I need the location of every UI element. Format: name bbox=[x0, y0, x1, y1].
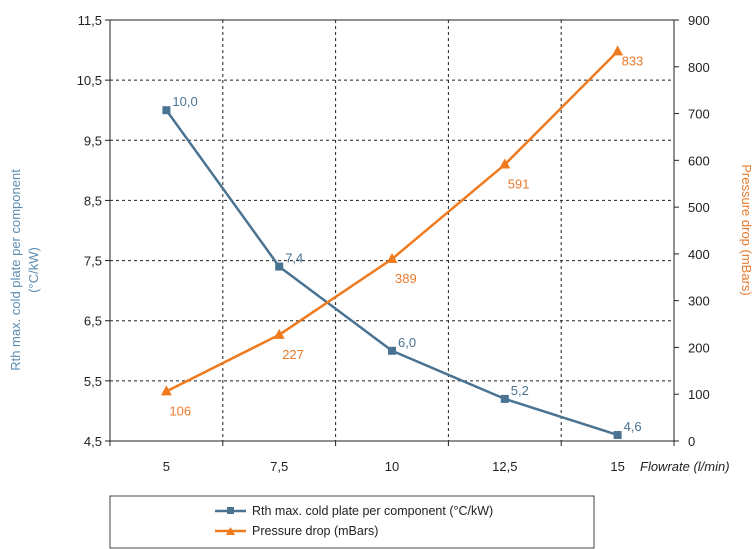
plot-frame bbox=[109, 19, 675, 442]
rth-point bbox=[162, 106, 171, 115]
legend-marker-pressure bbox=[226, 527, 235, 535]
series-line-pressure bbox=[165, 50, 619, 393]
y-right-tick-label: 100 bbox=[688, 387, 710, 402]
rth-point bbox=[388, 346, 396, 355]
rth-point bbox=[500, 394, 509, 403]
y-right-tick-label: 600 bbox=[688, 153, 710, 168]
y-left-tick-label: 10,5 bbox=[77, 73, 102, 88]
legend-box bbox=[109, 495, 595, 549]
legend-label-rth: Rth max. cold plate per component (°C/kW… bbox=[252, 504, 493, 518]
x-tick-label: 15 bbox=[610, 459, 624, 474]
y-right-axis-title: Pressure drop (mBars) bbox=[739, 164, 754, 295]
y-left-tick-label: 6,5 bbox=[84, 314, 102, 329]
rth-data-label: 7,4 bbox=[285, 251, 303, 266]
pressure-point bbox=[160, 385, 172, 396]
pressure-point bbox=[273, 328, 285, 339]
pressure-data-label: 227 bbox=[282, 347, 304, 362]
rth-point bbox=[613, 430, 622, 439]
y-right-tick-label: 200 bbox=[688, 340, 710, 355]
pressure-point bbox=[612, 45, 624, 56]
pressure-point bbox=[386, 253, 398, 264]
pressure-data-label: 106 bbox=[169, 403, 191, 418]
rth-data-label: 6,0 bbox=[398, 335, 416, 350]
y-right-tick-label: 400 bbox=[688, 247, 710, 262]
pressure-data-label: 591 bbox=[508, 177, 530, 192]
x-axis-title: Flowrate (l/min) bbox=[640, 459, 730, 474]
y-left-axis-title-line1: Rth max. cold plate per component bbox=[8, 169, 23, 371]
y-right-tick-label: 300 bbox=[688, 294, 710, 309]
legend-label-pressure: Pressure drop (mBars) bbox=[252, 524, 378, 538]
x-tick-label: 7,5 bbox=[270, 459, 288, 474]
series-area bbox=[160, 45, 624, 439]
pressure-data-label: 389 bbox=[395, 271, 417, 286]
y-right-tick-label: 0 bbox=[688, 434, 695, 449]
rth-data-label: 4,6 bbox=[624, 419, 642, 434]
rth-data-label: 10,0 bbox=[172, 94, 197, 109]
y-left-tick-label: 7,5 bbox=[84, 254, 102, 269]
y-right-tick-label: 500 bbox=[688, 200, 710, 215]
y-left-tick-label: 4,5 bbox=[84, 434, 102, 449]
rth-point bbox=[275, 262, 284, 271]
rth-data-label: 5,2 bbox=[511, 383, 529, 398]
y-left-tick-label: 9,5 bbox=[84, 133, 102, 148]
x-tick-label: 10 bbox=[385, 459, 399, 474]
legend-marker-rth bbox=[227, 507, 234, 514]
y-left-tick-label: 5,5 bbox=[84, 374, 102, 389]
legend: Rth max. cold plate per component (°C/kW… bbox=[109, 495, 595, 549]
grid bbox=[110, 20, 674, 441]
x-tick-label: 5 bbox=[163, 459, 170, 474]
series-line-rth bbox=[165, 109, 618, 437]
y-left-axis-title-line2: (°C/kW) bbox=[26, 247, 41, 293]
pressure-point bbox=[499, 158, 511, 169]
y-left-tick-label: 11,5 bbox=[78, 13, 102, 28]
y-right-tick-label: 900 bbox=[688, 13, 710, 28]
y-right-tick-label: 800 bbox=[688, 60, 710, 75]
pressure-data-label: 833 bbox=[622, 53, 644, 68]
axes: 4,5 5,5 6,5 7,5 8,5 9,5 10,5 11,5 0 100 200 300 400 5… bbox=[77, 13, 710, 474]
y-left-tick-label: 8,5 bbox=[84, 193, 102, 208]
data-labels: 10,0 7,4 6,0 5,2 4,6 106 227 389 591 833 bbox=[169, 53, 643, 434]
x-tick-label: 12,5 bbox=[492, 459, 517, 474]
y-right-tick-label: 700 bbox=[688, 107, 710, 122]
